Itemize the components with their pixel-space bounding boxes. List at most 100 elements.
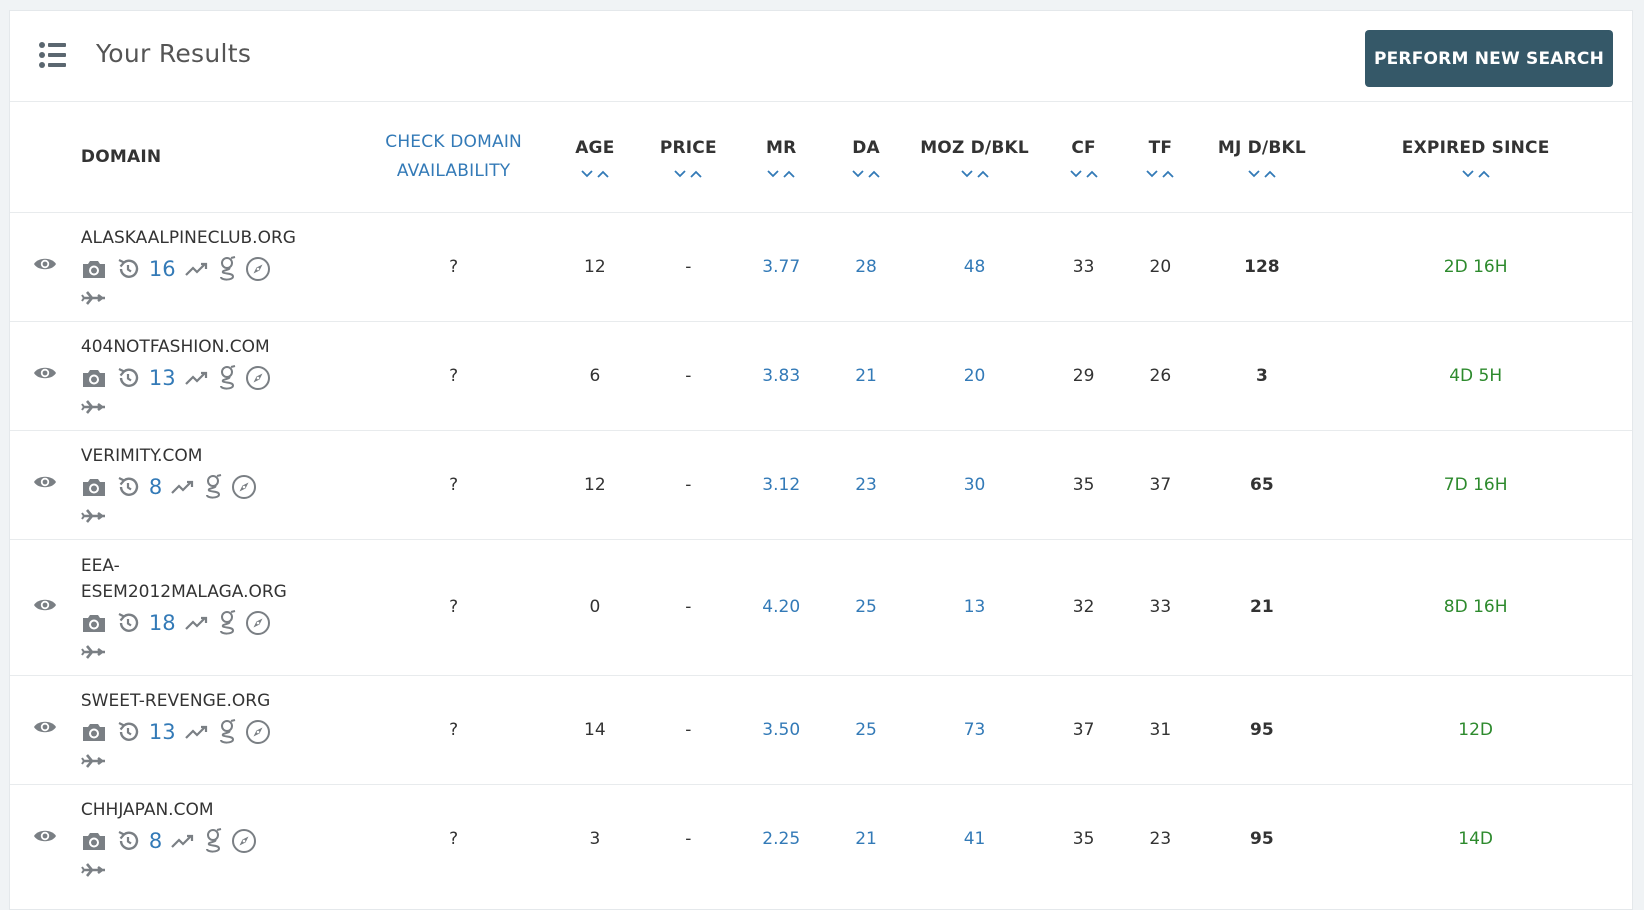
cf-cell: 29: [1050, 321, 1117, 431]
availability-cell[interactable]: ?: [365, 539, 542, 676]
compass-icon[interactable]: [245, 610, 271, 636]
camera-icon[interactable]: [81, 476, 107, 498]
mr-cell[interactable]: 4.20: [728, 539, 834, 676]
plane-icon[interactable]: [81, 290, 366, 310]
da-cell[interactable]: 25: [833, 675, 899, 785]
trend-icon[interactable]: [184, 615, 209, 631]
chevron-down-icon[interactable]: [960, 164, 973, 178]
eye-icon[interactable]: [33, 365, 57, 386]
eye-icon[interactable]: [33, 256, 57, 277]
camera-icon[interactable]: [81, 367, 107, 389]
chevron-up-icon[interactable]: [690, 164, 702, 178]
archive-count-link[interactable]: 13: [148, 366, 176, 390]
camera-icon[interactable]: [81, 612, 107, 634]
compass-icon[interactable]: [245, 719, 271, 745]
chevron-up-icon[interactable]: [976, 164, 989, 178]
domain-name[interactable]: ALASKAALPINECLUB.ORG: [80, 228, 296, 248]
eye-icon[interactable]: [33, 474, 57, 495]
mr-cell[interactable]: 3.50: [728, 675, 834, 785]
chevron-up-icon[interactable]: [1162, 164, 1174, 178]
domain-name[interactable]: SWEET-REVENGE.ORG: [80, 691, 271, 711]
trend-icon[interactable]: [171, 833, 195, 849]
chevron-up-icon[interactable]: [868, 164, 880, 178]
plane-icon[interactable]: [81, 644, 366, 664]
chevron-up-icon[interactable]: [1085, 164, 1098, 178]
history-icon[interactable]: [116, 829, 140, 853]
availability-cell[interactable]: ?: [449, 828, 459, 849]
da-cell[interactable]: 25: [833, 539, 899, 676]
perform-new-search-button[interactable]: PERFORM NEW SEARCH: [1365, 30, 1613, 87]
chevron-up-icon[interactable]: [597, 164, 609, 178]
archive-count-link[interactable]: 16: [148, 257, 176, 281]
chevron-down-icon[interactable]: [1146, 164, 1158, 178]
google-icon[interactable]: [204, 828, 222, 854]
trend-icon[interactable]: [184, 724, 209, 740]
plane-icon[interactable]: [81, 862, 366, 882]
camera-icon[interactable]: [81, 258, 107, 280]
google-icon[interactable]: [218, 256, 236, 282]
plane-icon[interactable]: [81, 753, 366, 773]
moz-cell[interactable]: 48: [898, 212, 1051, 322]
availability-cell[interactable]: ?: [365, 321, 542, 431]
moz-cell[interactable]: 73: [898, 675, 1051, 785]
camera-icon[interactable]: [81, 830, 107, 852]
history-icon[interactable]: [116, 611, 140, 635]
archive-count-link[interactable]: 8: [148, 475, 163, 499]
chevron-down-icon[interactable]: [1069, 164, 1082, 178]
chevron-down-icon[interactable]: [1248, 164, 1260, 178]
moz-cell[interactable]: 13: [898, 539, 1051, 676]
chevron-down-icon[interactable]: [581, 164, 593, 178]
column-header-check-availability[interactable]: CHECK DOMAIN AVAILABILITY: [365, 102, 542, 213]
mr-cell[interactable]: 3.83: [728, 321, 834, 431]
chevron-down-icon[interactable]: [767, 164, 779, 178]
mr-cell[interactable]: 2.25: [762, 828, 801, 849]
eye-icon[interactable]: [33, 828, 57, 849]
archive-count-link[interactable]: 18: [148, 610, 176, 635]
camera-icon[interactable]: [81, 721, 107, 743]
chevron-down-icon[interactable]: [674, 164, 686, 178]
mr-cell[interactable]: 3.12: [728, 430, 834, 540]
google-icon[interactable]: [218, 719, 236, 745]
google-icon[interactable]: [218, 609, 236, 636]
moz-cell[interactable]: 20: [898, 321, 1051, 431]
google-icon[interactable]: [218, 365, 236, 391]
archive-count-link[interactable]: 8: [148, 829, 163, 854]
da-cell[interactable]: 23: [833, 430, 899, 540]
history-icon[interactable]: [116, 720, 140, 744]
compass-icon[interactable]: [231, 828, 257, 854]
da-cell[interactable]: 28: [833, 212, 899, 322]
archive-count-link[interactable]: 13: [148, 720, 176, 744]
plane-icon[interactable]: [81, 399, 366, 419]
google-icon[interactable]: [204, 474, 222, 500]
chevron-down-icon[interactable]: [852, 164, 864, 178]
moz-cell[interactable]: 30: [898, 430, 1051, 540]
compass-icon[interactable]: [245, 365, 271, 391]
da-cell[interactable]: 21: [833, 321, 899, 431]
domain-name[interactable]: EEA-ESEM2012MALAGA.ORG: [80, 555, 287, 602]
chevron-up-icon[interactable]: [783, 164, 795, 178]
domain-name[interactable]: 404NOTFASHION.COM: [80, 337, 270, 357]
history-icon[interactable]: [116, 366, 140, 390]
moz-cell[interactable]: 41: [963, 828, 986, 849]
mr-cell[interactable]: 3.77: [728, 212, 834, 322]
history-icon[interactable]: [116, 257, 140, 281]
chevron-down-icon[interactable]: [1462, 164, 1474, 178]
history-icon[interactable]: [116, 475, 140, 499]
availability-cell[interactable]: ?: [365, 675, 542, 785]
chevron-up-icon[interactable]: [1478, 164, 1490, 178]
compass-icon[interactable]: [231, 474, 257, 500]
domain-cell: VERIMITY.COM 8: [80, 430, 366, 540]
plane-icon[interactable]: [81, 508, 366, 528]
domain-name[interactable]: VERIMITY.COM: [80, 446, 203, 466]
trend-icon[interactable]: [184, 261, 209, 277]
availability-cell[interactable]: ?: [365, 212, 542, 322]
availability-cell[interactable]: ?: [365, 430, 542, 540]
eye-icon[interactable]: [33, 719, 57, 740]
domain-name[interactable]: CHHJAPAN.COM: [80, 800, 214, 821]
trend-icon[interactable]: [184, 370, 209, 386]
compass-icon[interactable]: [245, 256, 271, 282]
trend-icon[interactable]: [171, 479, 195, 495]
chevron-up-icon[interactable]: [1264, 164, 1276, 178]
da-cell[interactable]: 21: [855, 828, 877, 849]
eye-icon[interactable]: [33, 597, 57, 618]
